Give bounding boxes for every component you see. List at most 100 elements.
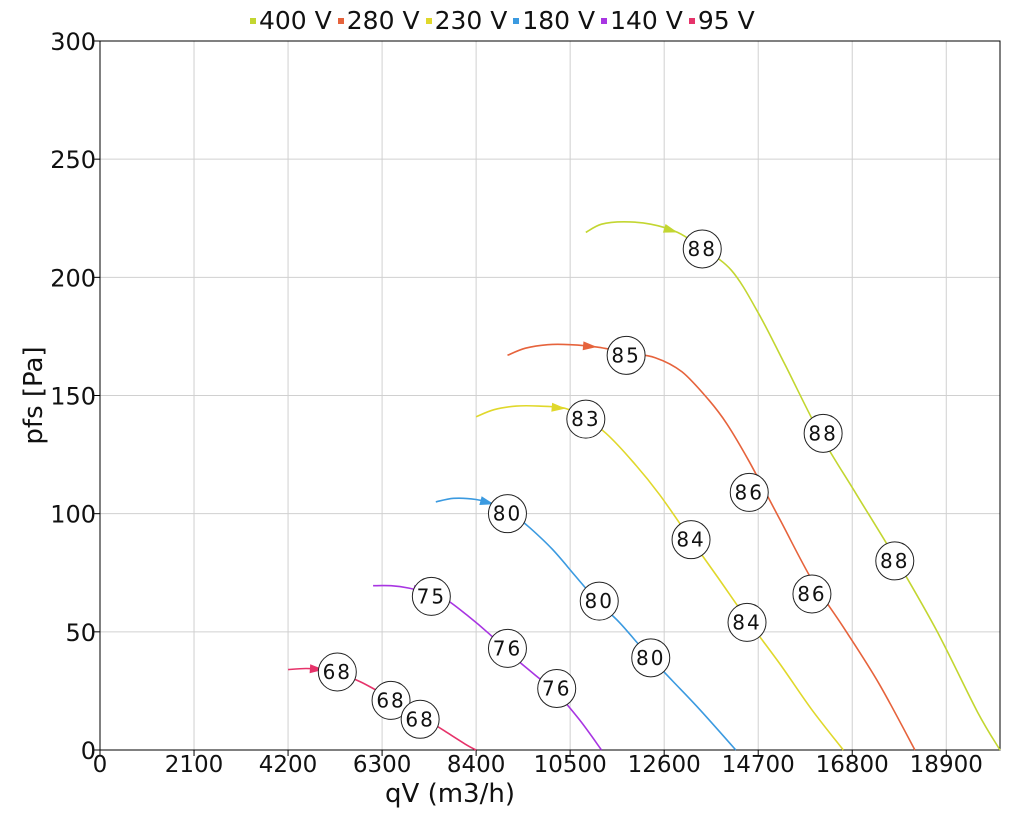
point-label-text: 84 (732, 610, 761, 634)
point-label-text: 76 (542, 677, 571, 701)
legend-swatch (513, 17, 520, 24)
point-label-circle (803, 413, 843, 453)
series-230-v (475, 402, 844, 751)
point-label-circle (671, 520, 711, 560)
point-label-circle (411, 576, 451, 616)
y-tick-label: 300 (50, 28, 96, 56)
y-tick-label: 50 (65, 619, 96, 647)
point-label-text: 83 (571, 407, 600, 431)
point-label-circle (631, 638, 671, 678)
x-tick-label: 16800 (816, 752, 889, 778)
legend: 400 V 280 V 230 V 180 V 140 V 95 V (250, 6, 755, 35)
x-axis-label: qV (m3/h) (385, 779, 515, 809)
legend-label: 280 V (346, 6, 420, 35)
point-label-text: 84 (676, 528, 705, 552)
point-label-text: 85 (611, 343, 640, 367)
point-label: 88 (875, 541, 915, 581)
series-line (585, 220, 1001, 751)
x-tick-label: 4200 (259, 752, 318, 778)
point-label-circle (682, 229, 722, 269)
x-tick-label: 10500 (534, 752, 607, 778)
point-label-text: 88 (688, 237, 717, 261)
point-label-circle (487, 628, 527, 668)
series-arrow (309, 664, 324, 674)
point-label-circle (566, 399, 606, 439)
series-400-v (585, 220, 1001, 751)
series-line (475, 404, 844, 751)
series-line (507, 343, 916, 751)
series-180-v (435, 496, 737, 751)
series-arrow (582, 341, 598, 351)
point-label: 88 (682, 229, 722, 269)
point-label-text: 76 (493, 636, 522, 660)
point-label-text: 68 (376, 688, 405, 712)
legend-swatch (601, 17, 608, 24)
legend-item: 180 V (513, 6, 595, 35)
point-label-circle (371, 680, 411, 720)
point-label: 83 (566, 399, 606, 439)
point-label: 88 (803, 413, 843, 453)
point-label: 80 (631, 638, 671, 678)
grid (99, 40, 1000, 751)
point-label-circle (400, 699, 440, 739)
series-arrow (551, 402, 566, 412)
legend-item: 400 V (250, 6, 332, 35)
point-label-text: 80 (636, 646, 665, 670)
point-label: 75 (411, 576, 451, 616)
point-label-text: 88 (808, 421, 837, 445)
x-tick-label: 12600 (628, 752, 701, 778)
point-label-text: 88 (880, 549, 909, 573)
y-axis-label: pfs [Pa] (19, 346, 49, 444)
legend-swatch (250, 17, 256, 24)
point-label-circle (537, 669, 577, 709)
x-tick-label: 18900 (910, 752, 983, 778)
point-label: 86 (792, 574, 832, 614)
y-tick-label: 200 (50, 264, 96, 292)
legend-item: 280 V (337, 6, 420, 35)
point-label-circle (792, 574, 832, 614)
legend-swatch (688, 17, 695, 24)
point-label: 68 (371, 680, 411, 720)
legend-label: 400 V (259, 6, 332, 35)
series-arrow (662, 224, 678, 233)
series-280-v (507, 341, 916, 751)
point-label-text: 80 (493, 502, 522, 526)
legend-label: 95 V (697, 6, 755, 35)
point-label-text: 80 (585, 589, 614, 613)
legend-item: 230 V (425, 6, 507, 35)
point-label-circle (729, 472, 769, 512)
series-line (435, 497, 737, 751)
legend-swatch (425, 17, 432, 24)
point-label-circle (606, 335, 646, 375)
series-arrow (479, 496, 495, 505)
legend-label: 180 V (522, 6, 596, 35)
x-tick-label: 14700 (722, 752, 795, 778)
point-label-text: 75 (417, 584, 446, 608)
x-tick-label: 2100 (165, 752, 224, 778)
point-label: 84 (727, 602, 767, 642)
legend-item: 95 V (688, 6, 755, 35)
point-label-text: 86 (797, 582, 826, 606)
y-tick-label: 250 (50, 146, 96, 174)
y-tick-label: 150 (50, 383, 96, 411)
point-label: 68 (400, 699, 440, 739)
point-label: 80 (579, 581, 619, 621)
point-label-circle (487, 494, 527, 534)
point-label-text: 68 (323, 660, 352, 684)
point-label: 76 (537, 669, 577, 709)
point-label-circle (727, 602, 767, 642)
y-tick-label: 0 (81, 737, 96, 765)
point-label-text: 68 (405, 707, 434, 731)
point-label: 80 (487, 494, 527, 534)
point-label: 68 (317, 652, 357, 692)
legend-item: 140 V (601, 6, 683, 35)
legend-swatch (337, 17, 344, 24)
legend-label: 140 V (610, 6, 683, 35)
point-label-circle (579, 581, 619, 621)
point-label-circle (317, 652, 357, 692)
point-label-circle (875, 541, 915, 581)
y-tick-label: 100 (50, 501, 96, 529)
x-tick-label: 8400 (447, 752, 506, 778)
axes: 0 2100 4200 6300 8400 10500 12600 14700 16800 189… (19, 28, 1001, 809)
